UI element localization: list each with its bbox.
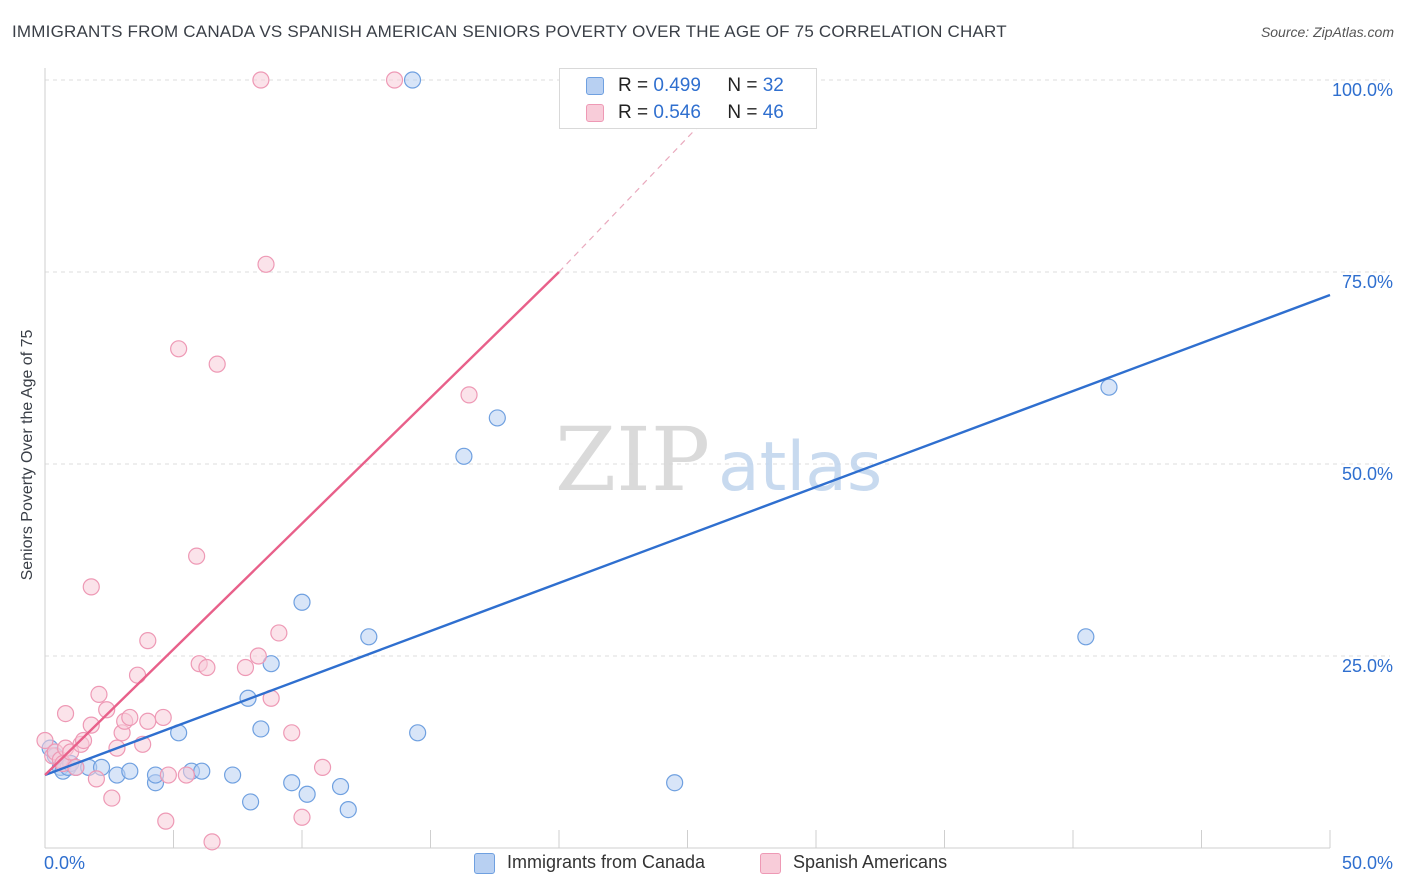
point-spanish [90, 685, 108, 704]
point-spanish [154, 708, 172, 727]
legend-n-value: 46 [762, 102, 784, 123]
point-canada [1100, 378, 1118, 396]
y-tick-label: 50.0% [1342, 464, 1393, 484]
point-canada [339, 800, 357, 819]
legend-r-value: 0.546 [653, 102, 701, 123]
legend-r-label: R = [618, 102, 654, 123]
point-spanish [74, 731, 93, 750]
point-spanish [98, 701, 116, 719]
legend-n-label: N = [727, 102, 763, 123]
y-tick-label: 25.0% [1342, 656, 1393, 676]
point-spanish [198, 658, 216, 677]
point-canada [298, 785, 316, 803]
y-axis-label: Seniors Poverty Over the Age of 75 [19, 329, 36, 581]
point-spanish [313, 758, 332, 776]
point-canada [262, 655, 280, 673]
trend-line-canada [44, 293, 1331, 777]
point-spanish [460, 386, 478, 404]
point-canada [242, 793, 260, 811]
point-spanish [36, 731, 54, 750]
point-canada [193, 762, 211, 780]
point-canada [224, 766, 242, 784]
point-spanish [252, 71, 270, 89]
gridlines [45, 79, 1390, 657]
point-spanish [139, 712, 157, 730]
watermark: ZIP atlas [555, 408, 882, 511]
point-canada [331, 777, 350, 796]
point-spanish [87, 770, 106, 788]
point-spanish [139, 632, 157, 650]
point-canada [1077, 628, 1095, 646]
point-spanish [208, 355, 226, 373]
point-spanish [293, 808, 311, 826]
series-label-spanish: Spanish Americans [793, 852, 948, 872]
point-spanish [257, 255, 275, 273]
watermark-zip: ZIP [555, 408, 710, 511]
trend-line-spanish [44, 271, 560, 776]
point-canada [252, 720, 270, 738]
axes [44, 68, 1331, 849]
series-swatch-spanish [760, 853, 781, 874]
legend-r-value: 0.499 [653, 75, 701, 96]
trend-line-spanish-extension [558, 110, 714, 273]
trend-lines [44, 110, 1331, 777]
point-canada [409, 724, 427, 742]
correlation-legend: R = 0.499 N = 32 R = 0.546 N = 46 [559, 68, 817, 129]
point-canada [403, 71, 422, 89]
point-canada [360, 628, 378, 646]
point-spanish [188, 547, 206, 565]
point-spanish [283, 724, 301, 742]
point-spanish [177, 766, 195, 784]
point-spanish [56, 704, 75, 723]
y-tick-label: 75.0% [1342, 272, 1393, 292]
point-spanish [270, 624, 288, 642]
point-spanish [157, 812, 175, 830]
point-spanish [82, 716, 100, 734]
point-canada [293, 593, 311, 611]
legend-n-value: 32 [762, 75, 784, 96]
legend-r-label: R = [618, 75, 654, 96]
chart-title: IMMIGRANTS FROM CANADA VS SPANISH AMERIC… [12, 22, 1007, 41]
point-spanish [249, 647, 267, 665]
point-canada [488, 409, 506, 427]
y-tick-label: 100.0% [1332, 80, 1393, 100]
point-spanish [385, 71, 404, 89]
legend-swatch-spanish [586, 104, 604, 122]
legend-n-label: N = [727, 75, 763, 96]
series-swatch-canada [474, 853, 495, 874]
point-spanish [82, 578, 100, 596]
series-label-canada: Immigrants from Canada [507, 852, 706, 872]
point-canada [283, 774, 301, 792]
point-spanish [121, 708, 139, 727]
point-canada [666, 774, 684, 792]
y-tick-labels: 25.0% 50.0% 75.0% 100.0% [1332, 80, 1393, 676]
point-spanish [170, 340, 188, 358]
point-spanish [159, 766, 177, 784]
point-spanish [103, 789, 121, 807]
point-spanish [203, 833, 221, 851]
point-spanish [236, 658, 255, 677]
watermark-atlas: atlas [718, 428, 882, 507]
chart-source: Source: ZipAtlas.com [1260, 24, 1394, 40]
point-canada [455, 447, 473, 465]
point-spanish [128, 666, 147, 684]
point-canada [121, 762, 139, 780]
legend-swatch-canada [586, 77, 604, 95]
